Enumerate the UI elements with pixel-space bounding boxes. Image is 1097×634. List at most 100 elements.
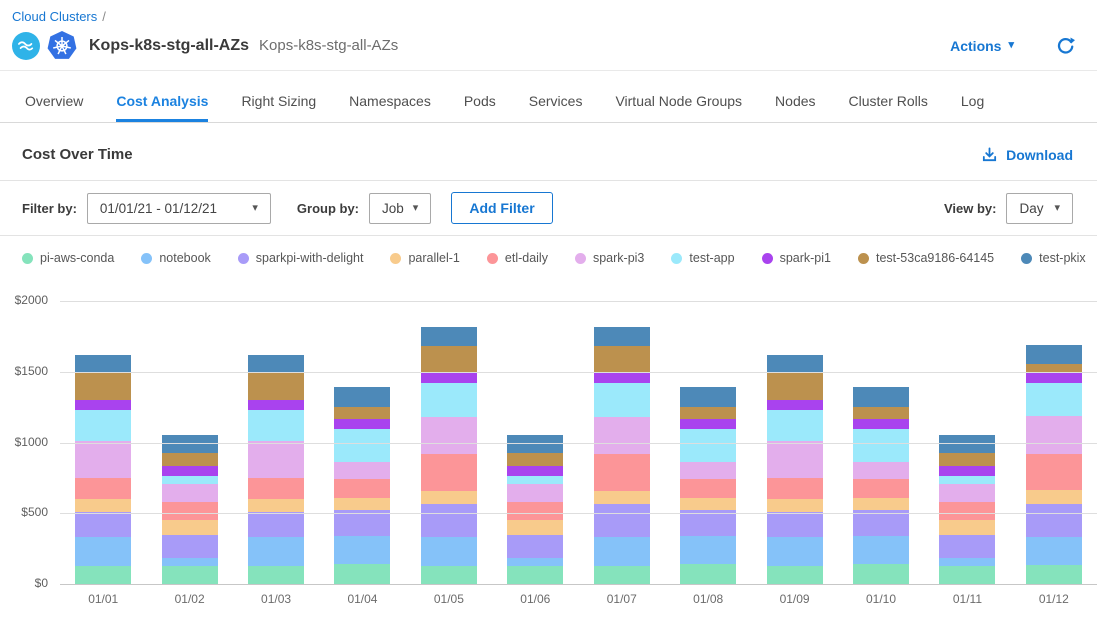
bar-segment-spark-pi1[interactable] [75, 400, 131, 410]
bar-segment-test-pkix[interactable] [334, 387, 390, 406]
bar-segment-notebook[interactable] [939, 558, 995, 566]
bar-segment-etl-daily[interactable] [680, 479, 736, 497]
bar-segment-pi-aws-conda[interactable] [594, 566, 650, 584]
add-filter-button[interactable]: Add Filter [451, 192, 552, 224]
bar-segment-spark-pi1[interactable] [507, 466, 563, 477]
bar-segment-spark-pi3[interactable] [421, 417, 477, 454]
bar-segment-spark-pi3[interactable] [248, 441, 304, 478]
bar-segment-etl-daily[interactable] [421, 454, 477, 491]
stacked-bar-01-03[interactable] [248, 355, 304, 584]
stacked-bar-01-10[interactable] [853, 387, 909, 584]
bar-segment-parallel-1[interactable] [507, 520, 563, 535]
legend-item-notebook[interactable]: notebook [141, 251, 210, 265]
bar-segment-etl-daily[interactable] [1026, 454, 1082, 491]
tab-services[interactable]: Services [529, 93, 583, 122]
stacked-bar-01-06[interactable] [507, 435, 563, 584]
bar-segment-etl-daily[interactable] [594, 454, 650, 491]
bar-segment-test-app[interactable] [75, 410, 131, 442]
bar-segment-pi-aws-conda[interactable] [1026, 565, 1082, 584]
date-range-select[interactable]: 01/01/21 - 01/12/21 ▾ [87, 193, 271, 224]
bar-segment-parallel-1[interactable] [853, 498, 909, 510]
bar-segment-test-pkix[interactable] [75, 355, 131, 372]
bar-segment-spark-pi3[interactable] [507, 484, 563, 502]
bar-segment-sparkpi-with-delight[interactable] [248, 512, 304, 538]
bar-segment-parallel-1[interactable] [1026, 490, 1082, 503]
stacked-bar-01-02[interactable] [162, 435, 218, 584]
stacked-bar-01-07[interactable] [594, 327, 650, 584]
bar-segment-test-app[interactable] [853, 429, 909, 463]
bar-segment-spark-pi3[interactable] [162, 484, 218, 502]
bar-segment-test-pkix[interactable] [507, 435, 563, 453]
bar-segment-pi-aws-conda[interactable] [334, 564, 390, 584]
bar-segment-test-app[interactable] [1026, 383, 1082, 416]
bar-segment-sparkpi-with-delight[interactable] [594, 504, 650, 537]
stacked-bar-01-11[interactable] [939, 435, 995, 584]
bar-segment-pi-aws-conda[interactable] [939, 566, 995, 584]
bar-segment-notebook[interactable] [680, 536, 736, 564]
tab-nodes[interactable]: Nodes [775, 93, 815, 122]
bar-segment-pi-aws-conda[interactable] [507, 566, 563, 584]
bar-segment-notebook[interactable] [162, 558, 218, 566]
bar-segment-spark-pi1[interactable] [680, 419, 736, 429]
stacked-bar-01-12[interactable] [1026, 345, 1082, 584]
bar-segment-notebook[interactable] [767, 537, 823, 565]
bar-segment-spark-pi3[interactable] [680, 462, 736, 479]
bar-segment-sparkpi-with-delight[interactable] [939, 535, 995, 558]
bar-segment-etl-daily[interactable] [162, 502, 218, 520]
bar-segment-notebook[interactable] [594, 537, 650, 565]
tab-pods[interactable]: Pods [464, 93, 496, 122]
tab-namespaces[interactable]: Namespaces [349, 93, 431, 122]
breadcrumb-link-cloud-clusters[interactable]: Cloud Clusters [12, 9, 97, 24]
bar-segment-sparkpi-with-delight[interactable] [507, 535, 563, 558]
bar-segment-test-pkix[interactable] [594, 327, 650, 346]
bar-segment-etl-daily[interactable] [853, 479, 909, 497]
bar-segment-spark-pi1[interactable] [939, 466, 995, 477]
bar-segment-pi-aws-conda[interactable] [767, 566, 823, 584]
bar-segment-test-53ca9186-64145[interactable] [75, 372, 131, 400]
bar-segment-sparkpi-with-delight[interactable] [75, 512, 131, 538]
bar-segment-test-53ca9186-64145[interactable] [939, 453, 995, 465]
tab-cost-analysis[interactable]: Cost Analysis [116, 93, 208, 122]
bar-segment-etl-daily[interactable] [75, 478, 131, 499]
stacked-bar-01-09[interactable] [767, 355, 823, 584]
bar-segment-test-53ca9186-64145[interactable] [248, 372, 304, 400]
bar-segment-test-app[interactable] [680, 429, 736, 463]
bar-segment-test-53ca9186-64145[interactable] [507, 453, 563, 465]
legend-item-parallel-1[interactable]: parallel-1 [390, 251, 459, 265]
legend-item-etl-daily[interactable]: etl-daily [487, 251, 548, 265]
bar-segment-test-53ca9186-64145[interactable] [162, 453, 218, 465]
bar-segment-test-pkix[interactable] [1026, 345, 1082, 364]
bar-segment-notebook[interactable] [507, 558, 563, 566]
bar-segment-pi-aws-conda[interactable] [162, 566, 218, 584]
bar-segment-etl-daily[interactable] [334, 479, 390, 497]
bar-segment-notebook[interactable] [248, 537, 304, 565]
download-button[interactable]: Download [981, 146, 1073, 163]
bar-segment-etl-daily[interactable] [939, 502, 995, 520]
bar-segment-test-53ca9186-64145[interactable] [853, 407, 909, 419]
bar-segment-pi-aws-conda[interactable] [75, 566, 131, 584]
bar-segment-test-app[interactable] [507, 476, 563, 484]
bar-segment-sparkpi-with-delight[interactable] [1026, 504, 1082, 537]
bar-segment-notebook[interactable] [421, 537, 477, 565]
bar-segment-test-53ca9186-64145[interactable] [421, 346, 477, 372]
bar-segment-spark-pi1[interactable] [334, 419, 390, 429]
bar-segment-test-53ca9186-64145[interactable] [594, 346, 650, 372]
tab-virtual-node-groups[interactable]: Virtual Node Groups [615, 93, 742, 122]
bar-segment-test-pkix[interactable] [680, 387, 736, 406]
bar-segment-test-pkix[interactable] [939, 435, 995, 453]
bar-segment-spark-pi3[interactable] [75, 441, 131, 478]
bar-segment-notebook[interactable] [334, 536, 390, 564]
bar-segment-spark-pi1[interactable] [767, 400, 823, 410]
bar-segment-parallel-1[interactable] [248, 499, 304, 512]
bar-segment-parallel-1[interactable] [680, 498, 736, 510]
tab-overview[interactable]: Overview [25, 93, 83, 122]
bar-segment-test-app[interactable] [939, 476, 995, 484]
bar-segment-spark-pi1[interactable] [594, 372, 650, 383]
bar-segment-etl-daily[interactable] [767, 478, 823, 499]
bar-segment-notebook[interactable] [853, 536, 909, 564]
legend-item-spark-pi1[interactable]: spark-pi1 [762, 251, 831, 265]
tab-cluster-rolls[interactable]: Cluster Rolls [849, 93, 928, 122]
bar-segment-pi-aws-conda[interactable] [421, 566, 477, 584]
bar-segment-test-app[interactable] [248, 410, 304, 442]
bar-segment-parallel-1[interactable] [162, 520, 218, 535]
